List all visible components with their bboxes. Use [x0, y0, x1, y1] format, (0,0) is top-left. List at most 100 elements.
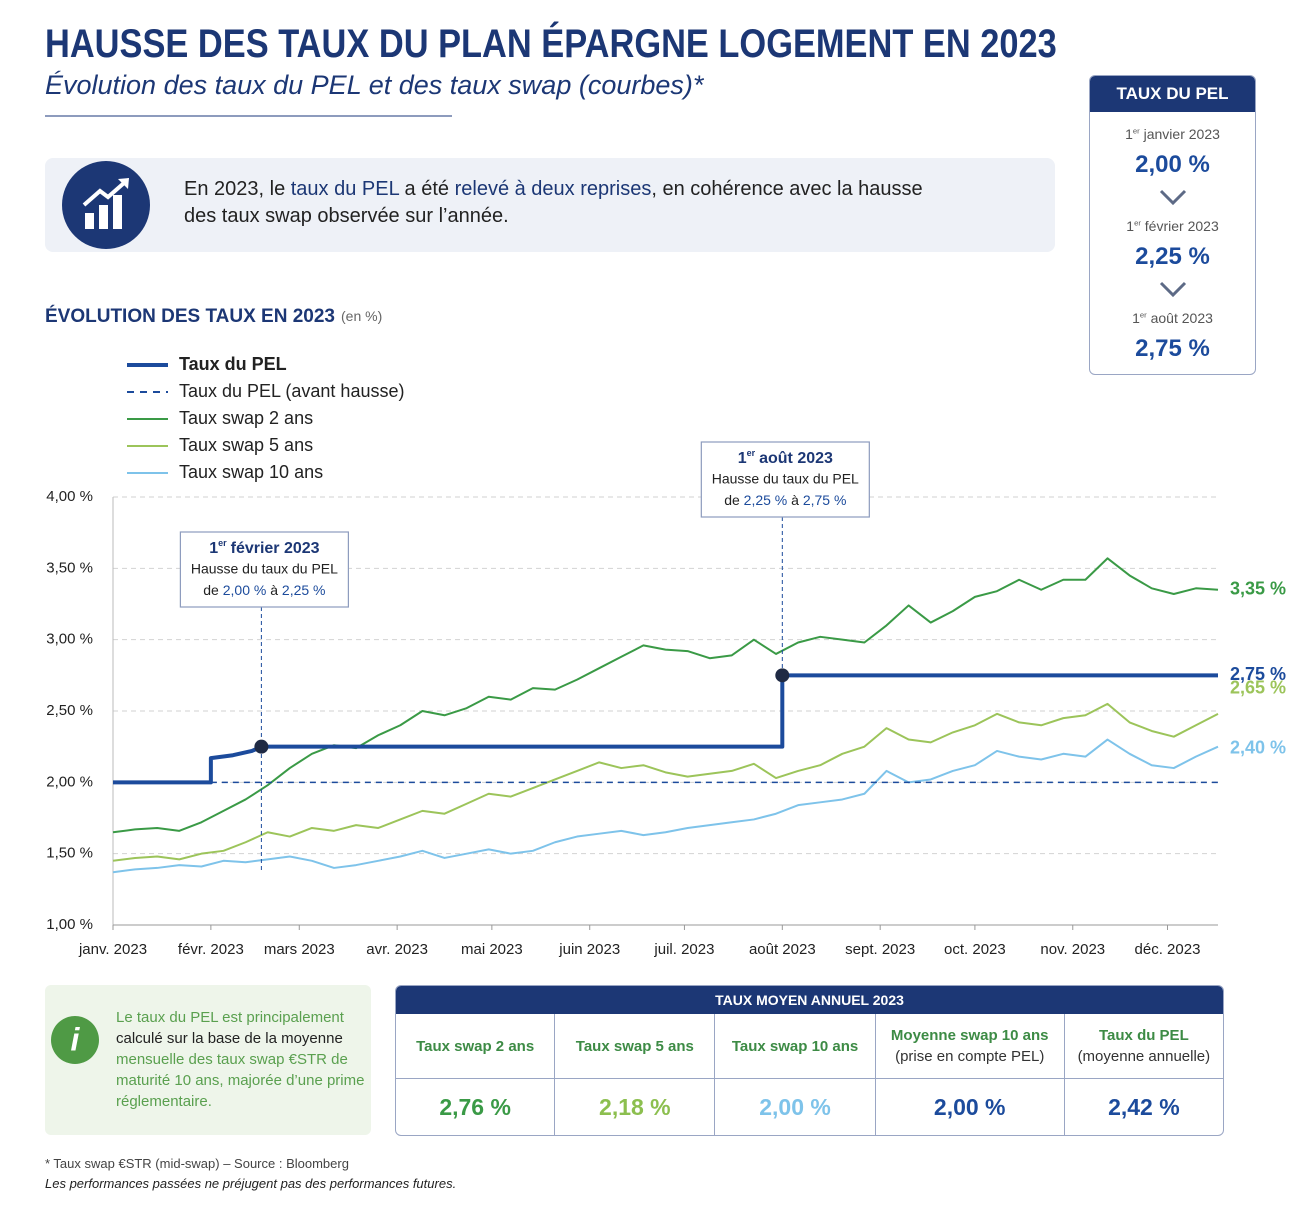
footnote: * Taux swap €STR (mid-swap) – Source : B…: [45, 1156, 349, 1171]
table-value: 2,42 %: [1108, 1093, 1180, 1120]
date-text: février 2023: [1144, 218, 1219, 234]
x-tick-label: avr. 2023: [366, 941, 428, 958]
step-rate: 2,00 %: [1135, 151, 1210, 178]
table-header-line: Taux du PEL: [1099, 1027, 1189, 1044]
date-ordinal: 1: [1126, 218, 1135, 234]
note-run: calculé sur la base de la moyenne: [116, 1030, 343, 1047]
annotation-ordinal: 1: [738, 450, 747, 467]
banner-run: taux du PEL: [290, 178, 399, 200]
annotation-date: août 2023: [759, 450, 833, 467]
annotation-range-part: de: [203, 582, 222, 598]
step-date: 1er janvier 2023: [1090, 126, 1255, 142]
date-suffix: er: [1132, 126, 1140, 136]
annotation-range-part: de: [724, 492, 743, 508]
legend-label: Taux swap 10 ans: [179, 462, 323, 482]
annotation-range: de 2,00 % à 2,25 %: [203, 582, 325, 598]
x-tick-label: août 2023: [749, 941, 816, 958]
banner-run: a été: [398, 178, 455, 200]
disclaimer: Les performances passées ne préjugent pa…: [45, 1176, 457, 1191]
annotation-title: 1er février 2023: [209, 538, 319, 557]
svg-text:i: i: [71, 1021, 81, 1057]
page-subtitle: Évolution des taux du PEL et des taux sw…: [45, 70, 704, 100]
x-tick-label: sept. 2023: [845, 941, 915, 958]
y-tick-label: 3,50 %: [46, 559, 93, 576]
y-tick-label: 3,00 %: [46, 631, 93, 648]
banner-run: relevé à deux reprises: [454, 178, 652, 200]
x-tick-label: juil. 2023: [653, 941, 714, 958]
table-header-line: Taux swap 5 ans: [575, 1037, 694, 1055]
annotation-range-part: 2,25 %: [744, 492, 788, 508]
table-header-cell: Taux swap 2 ans: [396, 1014, 556, 1079]
annotation-range-part: 2,75 %: [803, 492, 847, 508]
table-value: 2,00 %: [715, 1079, 876, 1135]
series-line: [112, 557, 1219, 834]
annotation-title: 1er août 2023: [738, 448, 833, 467]
annotation-range-part: à: [787, 492, 803, 508]
step-rate: 2,75 %: [1135, 335, 1210, 362]
banner-run: En 2023, le: [184, 178, 291, 200]
annotation-box: [700, 441, 870, 518]
table-header-line: Taux swap 10 ans: [731, 1037, 859, 1055]
x-tick-label: nov. 2023: [1040, 941, 1105, 958]
table-header-cell: Moyenne swap 10 ans (prise en compte PEL): [875, 1014, 1065, 1079]
chart-title-text: ÉVOLUTION DES TAUX EN 2023: [45, 305, 335, 327]
x-tick-label: févr. 2023: [178, 941, 244, 958]
legend-label: Taux du PEL: [179, 354, 287, 374]
table-header-line: (prise en compte PEL): [895, 1048, 1045, 1065]
x-tick-label: mars 2023: [264, 941, 335, 958]
info-banner: En 2023, le taux du PEL a été relevé à d…: [45, 158, 1055, 252]
step-date: 1er août 2023: [1090, 310, 1255, 326]
pel-box-title: TAUX DU PEL: [1090, 76, 1255, 112]
pel-rate-box: TAUX DU PEL 1er janvier 2023 2,00 % 1er fé…: [1089, 75, 1256, 375]
end-label: 3,35 %: [1230, 578, 1286, 598]
date-text: août 2023: [1150, 310, 1213, 326]
step-rate: 2,25 %: [1135, 243, 1210, 270]
chart-title: ÉVOLUTION DES TAUX EN 2023 (en %): [45, 305, 382, 327]
table-header-cell: Taux swap 5 ans: [555, 1014, 716, 1079]
x-tick-label: oct. 2023: [944, 941, 1006, 958]
annotation-marker: [254, 739, 269, 754]
table-value: 2,76 %: [396, 1079, 556, 1135]
table-value: 2,00 %: [876, 1079, 1065, 1135]
date-ordinal: 1: [1132, 310, 1140, 326]
series-line: [112, 702, 1219, 862]
chevron: [1159, 189, 1187, 206]
annotation-range-part: 2,00 %: [223, 582, 267, 598]
y-tick-label: 1,50 %: [46, 845, 93, 862]
table-title: TAUX MOYEN ANNUEL 2023: [396, 986, 1223, 1014]
note-run: mensuelle des taux swap €STR de maturité…: [116, 1051, 365, 1110]
end-label: 2,40 %: [1230, 737, 1286, 757]
y-tick-label: 2,00 %: [46, 773, 93, 790]
annotation-marker: [775, 668, 790, 683]
legend-label: Taux swap 5 ans: [179, 435, 313, 455]
y-tick-label: 4,00 %: [46, 488, 93, 505]
annotation-range-part: à: [266, 582, 282, 598]
table-header-cell: Taux swap 10 ans: [715, 1014, 876, 1079]
chevron: [1159, 281, 1187, 298]
legend-label: Taux swap 2 ans: [179, 408, 313, 428]
annotation-date: février 2023: [231, 540, 320, 557]
y-tick-label: 2,50 %: [46, 702, 93, 719]
date-ordinal: 1: [1125, 126, 1133, 142]
table-header-line: Taux swap 2 ans: [416, 1037, 535, 1055]
chart-icon: [62, 161, 150, 249]
series-line: [113, 673, 1218, 785]
banner-text: En 2023, le taux du PEL a été relevé à d…: [184, 176, 944, 230]
table-value: 2,18 %: [555, 1079, 716, 1135]
annotation-text: Hausse du taux du PEL: [191, 561, 338, 577]
annotation-range: de 2,25 % à 2,75 %: [724, 492, 846, 508]
annotation-suffix: er: [218, 538, 227, 548]
date-suffix: er: [1139, 310, 1147, 320]
annotation-suffix: er: [747, 448, 756, 458]
annotation-ordinal: 1: [209, 540, 218, 557]
x-tick-label: janv. 2023: [78, 941, 147, 958]
table-header-line: Moyenne swap 10 ans: [890, 1027, 1049, 1044]
average-rate-table: TAUX MOYEN ANNUEL 2023 Taux swap 2 ans Ta…: [395, 985, 1224, 1136]
note-text: Le taux du PEL est principalement calcul…: [116, 1007, 366, 1112]
page-title: HAUSSE DES TAUX DU PLAN ÉPARGNE LOGEMENT…: [45, 22, 1057, 66]
table-header-cell: Taux du PEL (moyenne annuelle): [1064, 1014, 1223, 1079]
legend-label: Taux du PEL (avant hausse): [179, 381, 404, 401]
annotation-box: [179, 531, 349, 608]
